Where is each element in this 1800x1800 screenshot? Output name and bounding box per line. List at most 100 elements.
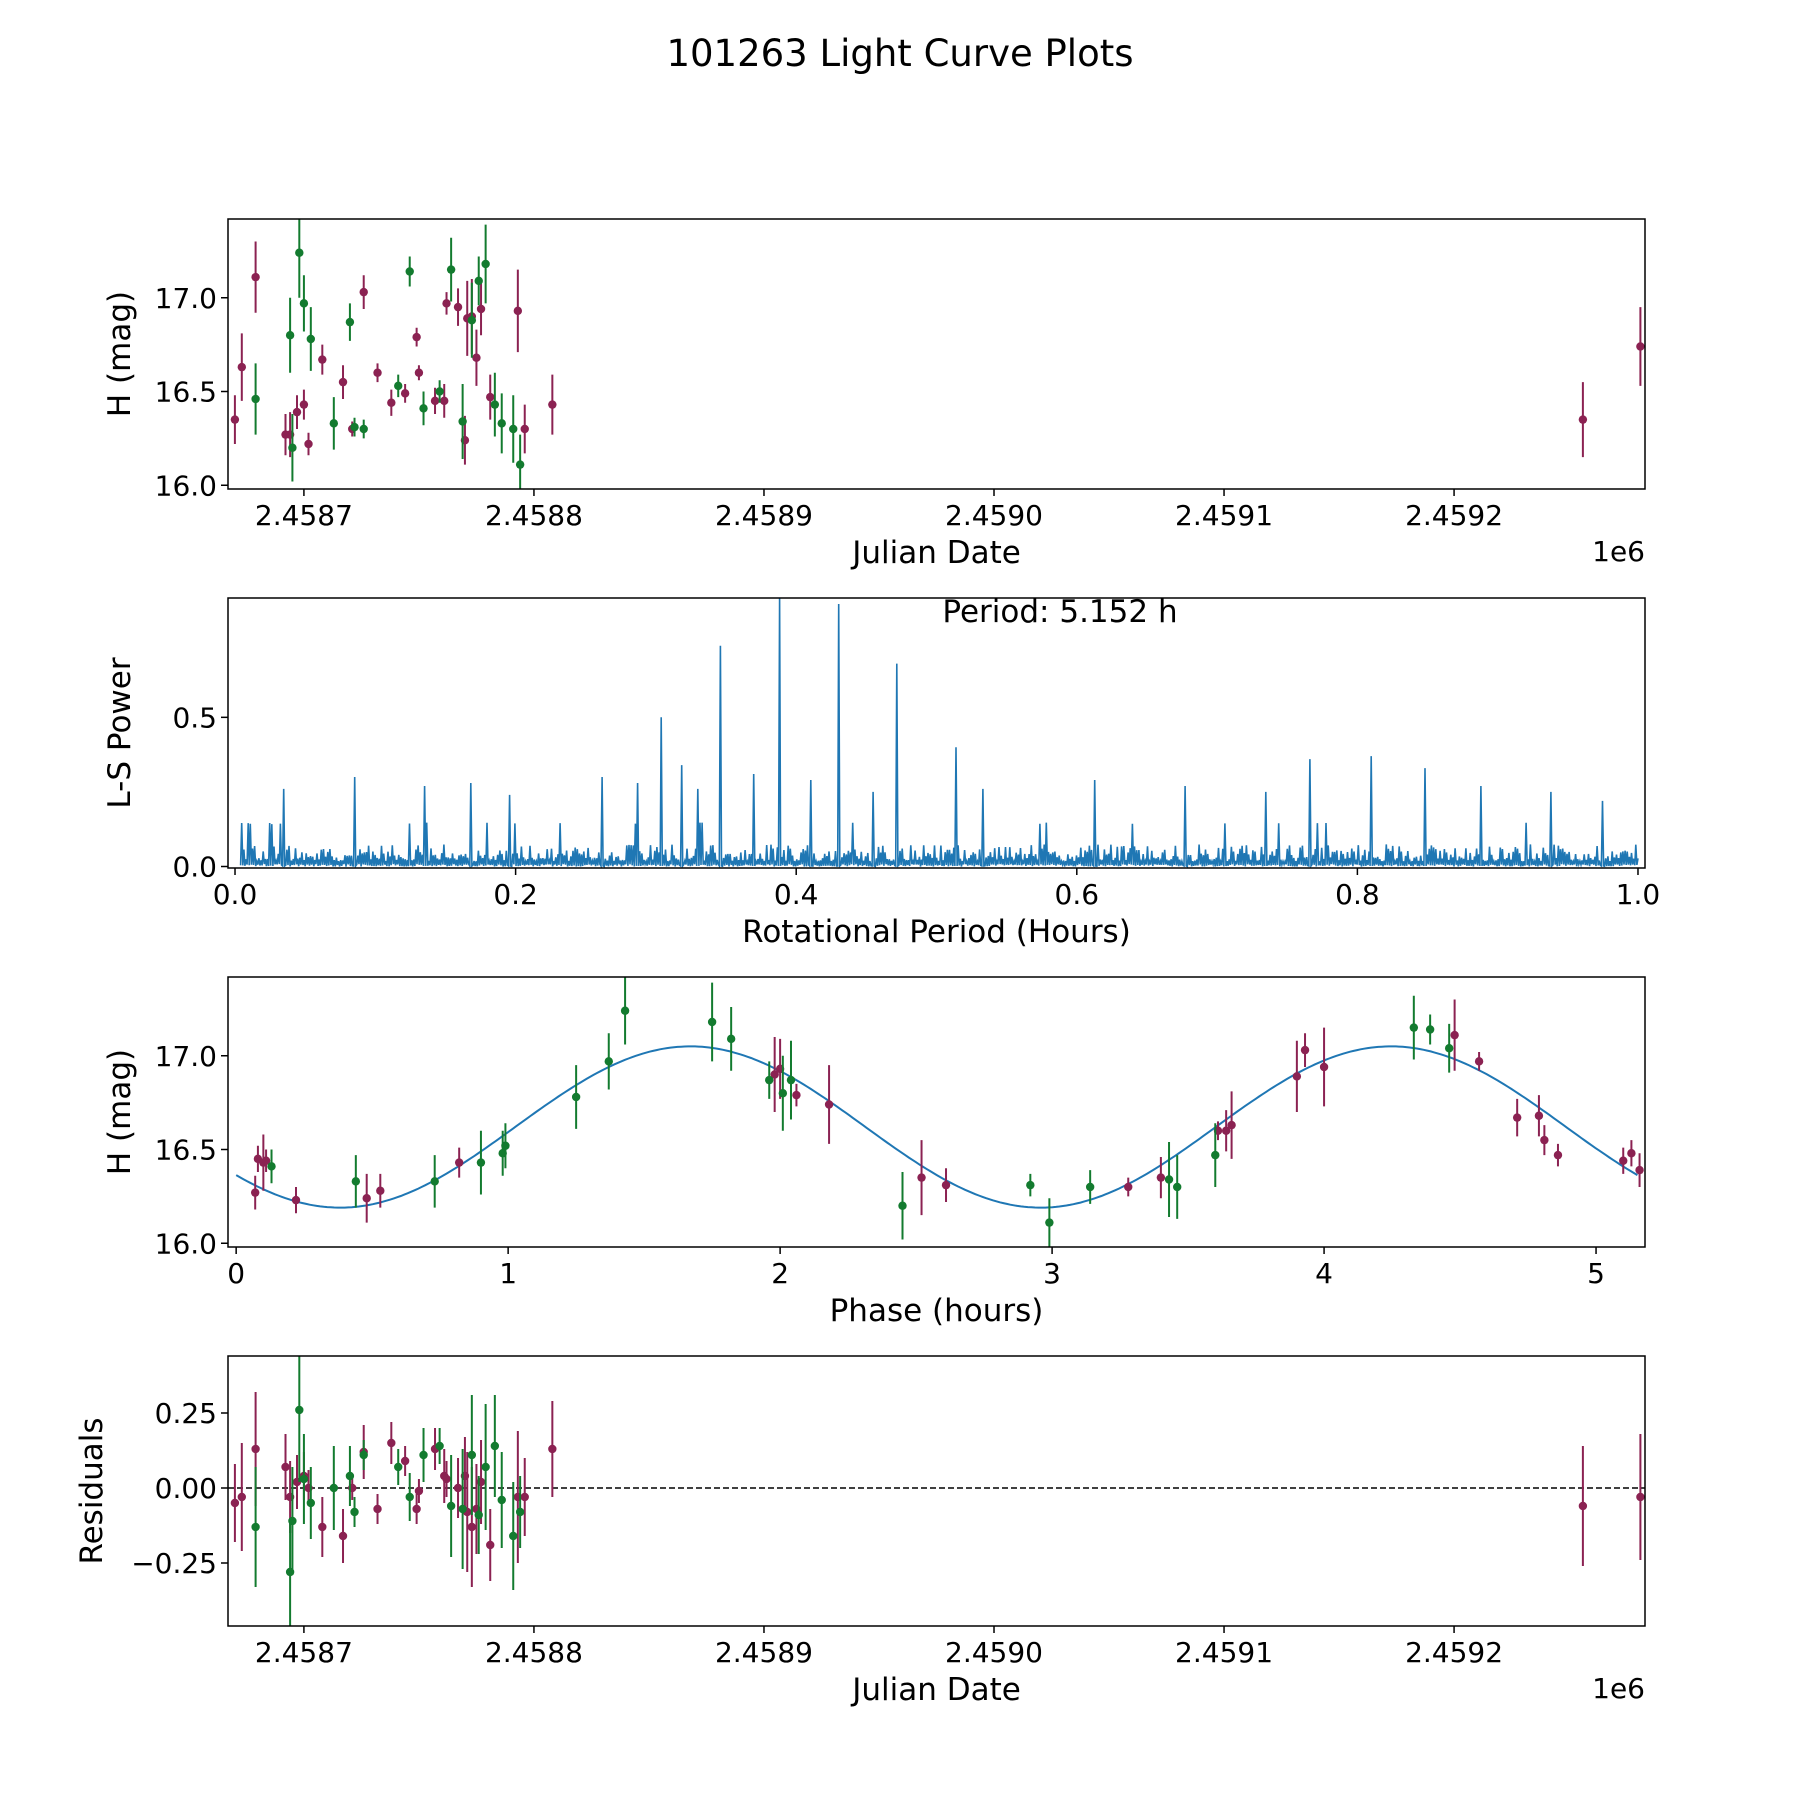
data-point	[250, 1188, 260, 1197]
power-spectrum-line	[239, 598, 1639, 868]
data-point	[509, 424, 518, 434]
data-point	[359, 287, 368, 297]
data-point	[446, 265, 456, 274]
data-point	[1540, 1135, 1549, 1145]
data-point	[329, 419, 339, 428]
plot-area	[230, 219, 1645, 489]
chart-panels: 2.4587 2.4588 2.4589 2.4590 2.4591 2.4592 16.0…	[74, 218, 1660, 1708]
data-point	[435, 387, 444, 396]
data-point	[442, 299, 451, 308]
data-point	[1444, 1044, 1454, 1053]
data-point	[350, 1507, 359, 1517]
data-point	[520, 424, 529, 434]
data-point	[351, 1177, 361, 1186]
y-tick-label: 0.5	[172, 701, 217, 734]
data-point	[515, 1507, 525, 1517]
data-point	[1474, 1057, 1484, 1066]
data-point	[230, 415, 240, 424]
data-point	[1409, 1023, 1419, 1032]
y-axis-label: Residuals	[74, 1417, 110, 1564]
x-tick-label: 1	[499, 1257, 517, 1290]
axes-frame	[227, 597, 1646, 869]
data-point	[292, 407, 302, 417]
x-offset-label: 1e6	[1592, 535, 1645, 568]
x-tick-label: 2.4590	[945, 499, 1043, 532]
data-point	[251, 1444, 260, 1454]
panel-phased: 0 1 2 3 4 5 16.0 16.5 17.0 Phase (hours) H (mag)	[102, 976, 1646, 1329]
data-point	[299, 1474, 309, 1484]
data-point	[306, 334, 316, 344]
y-tick-label: 16.0	[155, 1227, 217, 1260]
data-point	[941, 1180, 951, 1190]
data-point	[414, 1486, 424, 1496]
y-tick-label: 17.0	[155, 1040, 217, 1073]
data-point	[304, 439, 313, 449]
data-point	[490, 1441, 500, 1451]
data-point	[295, 248, 304, 257]
plot-area	[235, 977, 1644, 1247]
data-point	[288, 1516, 297, 1526]
period-annotation: Period: 5.152 h	[942, 594, 1177, 630]
x-tick-label: 3	[1043, 1257, 1061, 1290]
x-tick-label: 2.4591	[1175, 1636, 1273, 1669]
data-point	[765, 1075, 774, 1085]
data-point	[318, 1522, 327, 1532]
data-point	[1578, 1501, 1588, 1511]
data-point	[288, 443, 297, 452]
x-tick-label: 2.4589	[715, 499, 813, 532]
data-point	[497, 419, 506, 428]
data-point	[467, 1450, 477, 1460]
data-point	[405, 267, 414, 276]
data-point	[430, 1177, 439, 1186]
x-offset-label: 1e6	[1592, 1672, 1645, 1705]
data-point	[453, 302, 463, 312]
data-point	[707, 1017, 717, 1027]
data-point	[338, 1531, 348, 1541]
data-point	[1124, 1182, 1133, 1192]
series-green	[251, 1356, 525, 1626]
data-point	[467, 1522, 477, 1532]
figure-title: 101263 Light Curve Plots	[666, 32, 1133, 75]
data-point	[251, 272, 260, 282]
data-point	[387, 1438, 396, 1448]
data-point	[359, 424, 368, 434]
x-tick-label: 2.4592	[1405, 1636, 1503, 1669]
panel-residuals: 2.4587 2.4588 2.4589 2.4590 2.4591 2.4592 0.25…	[74, 1355, 1646, 1708]
x-tick-label: 2.4587	[255, 499, 353, 532]
series-green	[251, 219, 525, 489]
x-tick-label: 2.4588	[485, 499, 583, 532]
data-point	[362, 1194, 371, 1203]
data-point	[486, 1540, 495, 1550]
data-point	[1425, 1025, 1435, 1034]
y-tick-label: 0.0	[172, 851, 217, 884]
y-tick-label: 17.0	[155, 282, 217, 315]
plot-area	[228, 1356, 1645, 1626]
data-point	[486, 392, 495, 402]
data-point	[472, 353, 481, 362]
data-point	[453, 1483, 463, 1493]
data-point	[285, 331, 295, 340]
data-point	[467, 316, 477, 325]
data-point	[1534, 1111, 1544, 1120]
data-point	[726, 1034, 736, 1044]
data-point	[295, 1405, 304, 1415]
data-point	[318, 355, 327, 364]
data-point	[345, 1471, 355, 1481]
x-tick-label: 2.4588	[485, 1636, 583, 1669]
x-tick-label: 0.4	[774, 878, 819, 911]
x-tick-label: 0.8	[1335, 878, 1380, 911]
x-tick-label: 5	[1587, 1257, 1605, 1290]
x-tick-label: 2.4587	[255, 1636, 353, 1669]
x-tick-label: 2.4590	[945, 1636, 1043, 1669]
data-point	[1450, 1030, 1459, 1040]
y-tick-label: 16.5	[155, 1134, 217, 1167]
x-tick-label: 2.4591	[1175, 499, 1273, 532]
data-point	[1292, 1072, 1302, 1081]
data-point	[419, 404, 428, 413]
axes-frame	[227, 976, 1646, 1248]
panel-periodogram: Period: 5.152 h 0.0 0.2 0.4 0.6 0.8 1.0 0.0 0.5 R…	[102, 594, 1660, 950]
data-point	[1172, 1182, 1182, 1192]
data-point	[501, 1141, 510, 1150]
data-point	[299, 400, 309, 409]
